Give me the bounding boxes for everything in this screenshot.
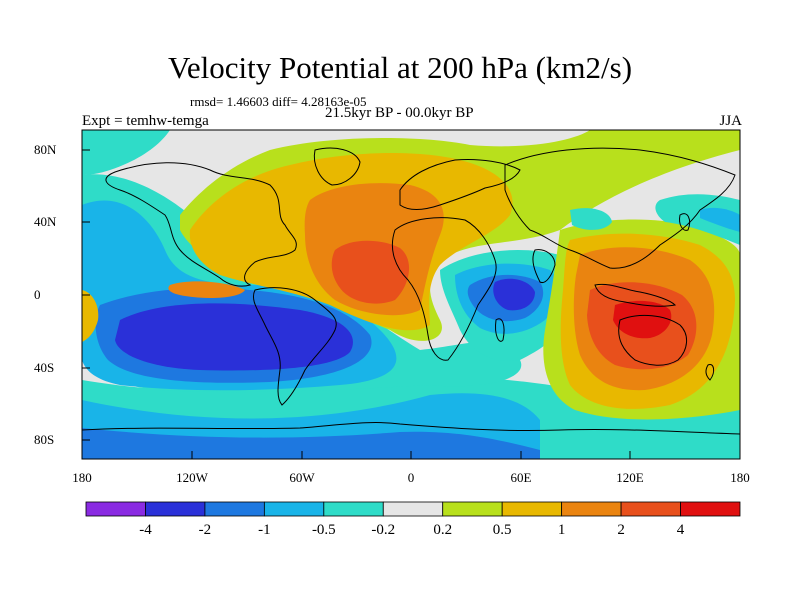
colorbar-label: 0.2 (433, 522, 453, 538)
colorbar-swatch (204, 501, 265, 517)
colorbar-label: -0.2 (371, 522, 396, 538)
lat-tick-80n: 80N (34, 142, 57, 157)
lat-tick-0: 0 (34, 287, 41, 302)
colorbar-label: 2 (617, 522, 625, 538)
colorbar-swatch (501, 501, 563, 517)
coast-europe (399, 159, 521, 210)
stats-text: rmsd= 1.46603 diff= 4.28163e-05 (190, 94, 367, 109)
lon-tick-60e: 60E (510, 470, 532, 485)
colorbar-label: -4 (139, 522, 152, 538)
colorbar-label: 1 (557, 522, 566, 538)
contour-asia-deepred (613, 300, 672, 339)
coast-japan (679, 213, 691, 231)
colorbar-label: -0.5 (311, 522, 336, 538)
contour-northpacific-cyan (655, 194, 740, 245)
lon-tick-0: 0 (407, 470, 415, 485)
coast-africa (391, 217, 497, 361)
contour-atlantic-red (331, 240, 410, 304)
season-label: JJA (719, 113, 742, 129)
contour-south-blue (82, 428, 540, 459)
colorbar-label: -1 (258, 522, 271, 538)
colorbar-swatch (263, 501, 325, 517)
contour-midpacific-cyan (570, 208, 612, 230)
coastlines (82, 147, 740, 435)
coast-greenland (313, 147, 361, 186)
contour-northpacific-lightblue (700, 207, 740, 232)
coast-india (532, 249, 556, 284)
period-label: 21.5kyr BP - 00.0kyr BP (325, 105, 474, 121)
coast-north-america (105, 162, 297, 287)
coast-australia (618, 315, 687, 366)
coast-asia (504, 147, 736, 269)
colorbar-label: -2 (198, 522, 212, 538)
contour-arctic-cyan (82, 130, 170, 175)
colorbar-swatch (442, 501, 503, 517)
contour-westedge-gold (82, 290, 99, 342)
coast-antarctica (82, 422, 740, 435)
contour-pacific-darkblue (115, 303, 353, 371)
colorbar-swatch (620, 501, 681, 517)
lon-tick-120e: 120E (616, 470, 644, 485)
colorbar-label: 4 (676, 522, 685, 538)
lon-tick-180e: 180 (730, 470, 750, 485)
lon-tick-120w: 120W (176, 470, 208, 485)
colorbar-swatch (382, 501, 444, 517)
colorbar-swatch (680, 501, 741, 517)
contour-field (82, 130, 740, 459)
colorbar-swatch (323, 501, 384, 517)
axis-ticks (81, 149, 741, 459)
experiment-label: Expt = temhw-temga (82, 113, 209, 129)
colorbar (85, 501, 741, 517)
coast-south-america (252, 287, 337, 406)
lon-tick-180w: 180 (72, 470, 92, 485)
colorbar-label: 0.5 (492, 522, 512, 538)
coast-madagascar (495, 318, 505, 342)
coast-new-zealand (705, 363, 715, 381)
map-title: Velocity Potential at 200 hPa (km2/s) (167, 50, 633, 85)
colorbar-swatch (145, 501, 206, 517)
coast-indonesia (594, 283, 677, 307)
contour-samerica-orange (168, 281, 245, 298)
lat-tick-40n: 40N (34, 214, 57, 229)
lon-tick-60w: 60W (289, 470, 315, 485)
lat-tick-40s: 40S (34, 360, 55, 375)
colorbar-swatch (85, 501, 146, 517)
contour-indian-darkblue (493, 278, 535, 311)
colorbar-swatch (561, 501, 622, 517)
lat-tick-80s: 80S (34, 432, 55, 447)
